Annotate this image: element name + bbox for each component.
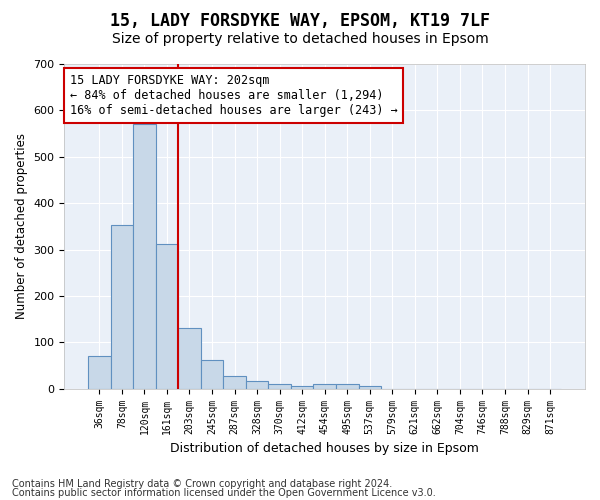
X-axis label: Distribution of detached houses by size in Epsom: Distribution of detached houses by size … [170,442,479,455]
Bar [110,225,133,388]
Bar [178,328,201,388]
Text: Contains HM Land Registry data © Crown copyright and database right 2024.: Contains HM Land Registry data © Crown c… [12,479,392,489]
Bar [268,384,291,388]
Text: Contains public sector information licensed under the Open Government Licence v3: Contains public sector information licen… [12,488,436,498]
Bar [336,384,359,388]
Bar [155,244,178,388]
Bar [223,376,246,388]
Bar [313,384,336,388]
Bar [291,386,313,388]
Bar [133,124,155,388]
Bar [201,360,223,388]
Bar [246,382,268,388]
Bar [359,386,381,388]
Text: 15 LADY FORSDYKE WAY: 202sqm
← 84% of detached houses are smaller (1,294)
16% of: 15 LADY FORSDYKE WAY: 202sqm ← 84% of de… [70,74,397,116]
Y-axis label: Number of detached properties: Number of detached properties [15,134,28,320]
Text: 15, LADY FORSDYKE WAY, EPSOM, KT19 7LF: 15, LADY FORSDYKE WAY, EPSOM, KT19 7LF [110,12,490,30]
Bar [88,356,110,388]
Text: Size of property relative to detached houses in Epsom: Size of property relative to detached ho… [112,32,488,46]
